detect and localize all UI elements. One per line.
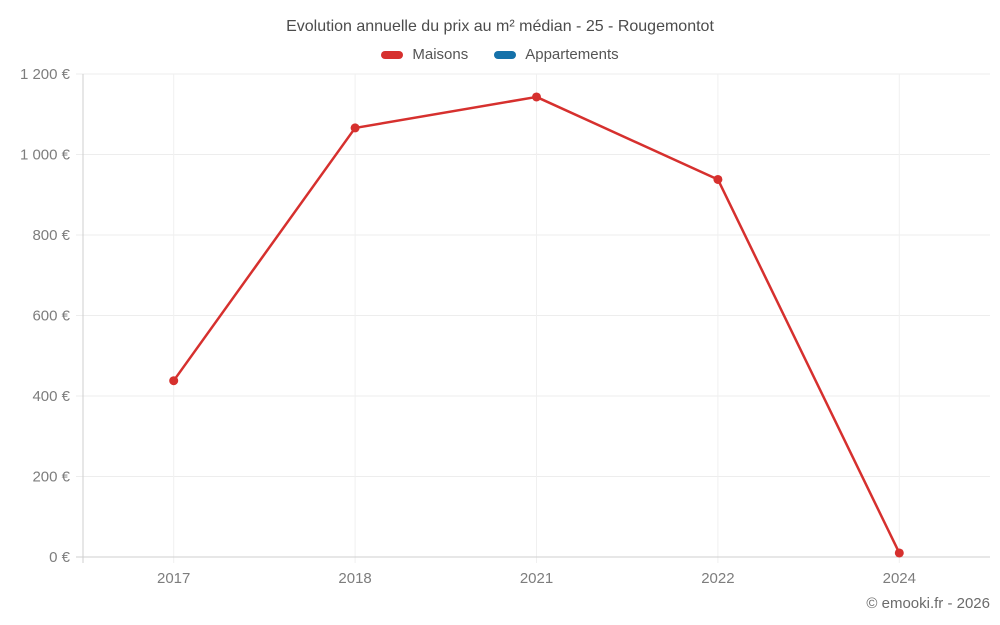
legend-label-maisons: Maisons <box>412 46 469 63</box>
legend-swatch-appartements <box>494 50 517 59</box>
y-tick-label: 800 € <box>32 227 70 244</box>
x-tick-label: 2018 <box>338 570 371 587</box>
data-point[interactable] <box>894 548 904 558</box>
copyright-text: © emooki.fr - 2026 <box>866 595 990 612</box>
y-tick-label: 1 200 € <box>20 66 71 83</box>
chart-title: Evolution annuelle du prix au m² médian … <box>286 18 714 35</box>
x-tick-label: 2024 <box>883 570 916 587</box>
data-point[interactable] <box>532 92 541 102</box>
y-tick-label: 600 € <box>32 308 70 325</box>
y-tick-label: 1 000 € <box>20 147 71 164</box>
x-tick-label: 2021 <box>520 570 553 587</box>
legend-swatch-maisons <box>381 50 404 59</box>
y-tick-label: 200 € <box>32 469 70 486</box>
x-tick-label: 2017 <box>157 570 190 587</box>
y-tick-label: 400 € <box>32 388 70 405</box>
legend-item-appartements[interactable]: Appartements <box>494 46 619 63</box>
data-point[interactable] <box>169 376 179 386</box>
legend-label-appartements: Appartements <box>525 46 619 63</box>
data-point[interactable] <box>350 123 360 133</box>
y-tick-label: 0 € <box>49 549 71 566</box>
legend: Maisons Appartements <box>0 46 1000 63</box>
legend-item-maisons[interactable]: Maisons <box>381 46 468 63</box>
data-point[interactable] <box>713 174 723 184</box>
x-tick-label: 2022 <box>701 570 734 587</box>
